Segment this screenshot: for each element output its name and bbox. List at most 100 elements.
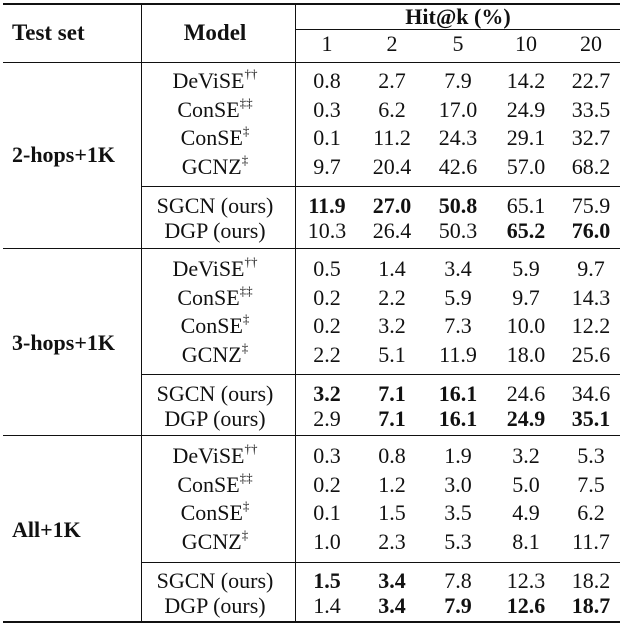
model-label: DeViSE (172, 256, 245, 281)
hit-value-cell: 16.1 (438, 381, 478, 406)
hit-value-cell: 57.0 (506, 154, 546, 179)
model-footnote-marker: ‡‡ (239, 469, 253, 485)
model-footnote-marker: †† (244, 253, 258, 269)
k-header-2: 2 (386, 31, 398, 56)
model-label: SGCN (ours) (156, 193, 274, 218)
model-label: ConSE (180, 125, 243, 150)
hit-value-cell: 1.4 (313, 593, 341, 618)
hit-value-cell: 0.8 (378, 443, 406, 468)
hit-value-cell: 42.6 (438, 154, 478, 179)
hit-value-cell: 14.2 (506, 68, 546, 93)
model-label: ConSE (177, 472, 240, 497)
hit-value-cell: 29.1 (506, 125, 546, 150)
hit-value-cell: 24.9 (506, 97, 546, 122)
hit-value-cell: 7.8 (444, 568, 472, 593)
model-label: SGCN (ours) (156, 568, 274, 593)
hit-value-cell: 6.2 (378, 97, 406, 122)
model-footnote-marker: ‡‡ (239, 282, 253, 298)
model-footnote-marker: ‡ (242, 310, 250, 326)
model-label: DGP (ours) (164, 218, 266, 243)
hit-value-cell: 3.5 (444, 500, 472, 525)
model-label: ConSE (180, 313, 243, 338)
hit-value-cell: 11.9 (439, 342, 477, 367)
test-set-label: All+1K (12, 517, 81, 542)
model-label: DeViSE (172, 68, 245, 93)
hit-value-cell: 12.6 (506, 593, 546, 618)
sub-rule-3 (141, 562, 620, 563)
model-footnote-marker: †† (244, 440, 258, 456)
hit-value-cell: 0.3 (313, 443, 341, 468)
hit-value-cell: 1.5 (378, 500, 406, 525)
model-name: DGP (ours) (135, 408, 295, 430)
model-name: GCNZ‡ (135, 341, 295, 366)
model-label: DGP (ours) (164, 406, 266, 431)
hit-value-cell: 27.0 (372, 193, 412, 218)
hit-value-cell: 0.2 (313, 313, 341, 338)
vline-left (141, 5, 142, 621)
sub-rule-1 (141, 186, 620, 187)
hit-value-cell: 18.7 (571, 593, 611, 618)
hit-value-cell: 9.7 (512, 285, 540, 310)
hit-value-cell: 16.1 (438, 406, 478, 431)
model-footnote-marker: ‡ (241, 151, 249, 167)
model-name: SGCN (ours) (135, 195, 295, 217)
header-hitk: Hit@k (%) (405, 4, 511, 29)
hit-value-cell: 5.3 (577, 443, 605, 468)
hit-value-cell: 10.0 (506, 313, 546, 338)
hit-value-cell: 3.4 (378, 568, 406, 593)
model-name: GCNZ‡ (135, 528, 295, 553)
model-name: DeViSE†† (135, 255, 295, 281)
hit-value-cell: 1.0 (313, 529, 341, 554)
hit-value-cell: 50.8 (438, 193, 478, 218)
hit-value-cell: 11.7 (572, 529, 610, 554)
hit-value-cell: 25.6 (571, 342, 611, 367)
hit-value-cell: 34.6 (571, 381, 611, 406)
hit-value-cell: 33.5 (571, 97, 611, 122)
hit-value-cell: 7.1 (378, 381, 406, 406)
hit-value-cell: 65.2 (506, 218, 546, 243)
hit-value-cell: 7.1 (378, 406, 406, 431)
top-rule (3, 3, 620, 5)
hit-value-cell: 24.6 (506, 381, 546, 406)
test-set-label: 3-hops+1K (12, 330, 116, 355)
model-footnote-marker: ‡‡ (239, 94, 253, 110)
hit-value-cell: 2.9 (313, 406, 341, 431)
model-name: SGCN (ours) (135, 383, 295, 405)
model-footnote-marker: †† (244, 65, 258, 81)
k-header-20: 20 (580, 31, 602, 56)
hit-value-cell: 12.3 (506, 568, 546, 593)
hit-value-cell: 20.4 (372, 154, 412, 179)
model-name: GCNZ‡ (135, 153, 295, 179)
hit-value-cell: 3.2 (313, 381, 341, 406)
hit-value-cell: 50.3 (438, 218, 478, 243)
test-set-label: 2-hops+1K (12, 142, 116, 167)
hit-value-cell: 2.3 (378, 529, 406, 554)
hit-value-cell: 24.9 (506, 406, 546, 431)
hit-value-cell: 9.7 (577, 256, 605, 281)
hit-value-cell: 17.0 (438, 97, 478, 122)
model-footnote-marker: ‡ (241, 526, 249, 542)
hit-value-cell: 18.2 (571, 568, 611, 593)
model-name: DeViSE†† (135, 67, 295, 93)
hit-value-cell: 18.0 (506, 342, 546, 367)
k-header-5: 5 (452, 31, 464, 56)
model-label: ConSE (180, 500, 243, 525)
model-name: ConSE‡ (135, 499, 295, 525)
header-model: Model (183, 20, 247, 45)
model-name: ConSE‡‡ (135, 471, 295, 497)
hit-value-cell: 32.7 (571, 125, 611, 150)
header-test-set: Test set (12, 20, 85, 45)
hit-value-cell: 1.4 (378, 256, 406, 281)
model-footnote-marker: ‡ (242, 122, 250, 138)
model-label: GCNZ (181, 154, 242, 179)
hit-value-cell: 14.3 (571, 285, 611, 310)
hit-value-cell: 35.1 (571, 406, 611, 431)
hit-value-cell: 7.9 (444, 593, 472, 618)
hit-value-cell: 0.2 (313, 285, 341, 310)
k-header-10: 10 (515, 31, 537, 56)
hit-value-cell: 1.5 (313, 568, 341, 593)
hit-value-cell: 4.9 (512, 500, 540, 525)
hit-value-cell: 12.2 (571, 313, 611, 338)
model-label: ConSE (177, 285, 240, 310)
hit-value-cell: 3.0 (444, 472, 472, 497)
